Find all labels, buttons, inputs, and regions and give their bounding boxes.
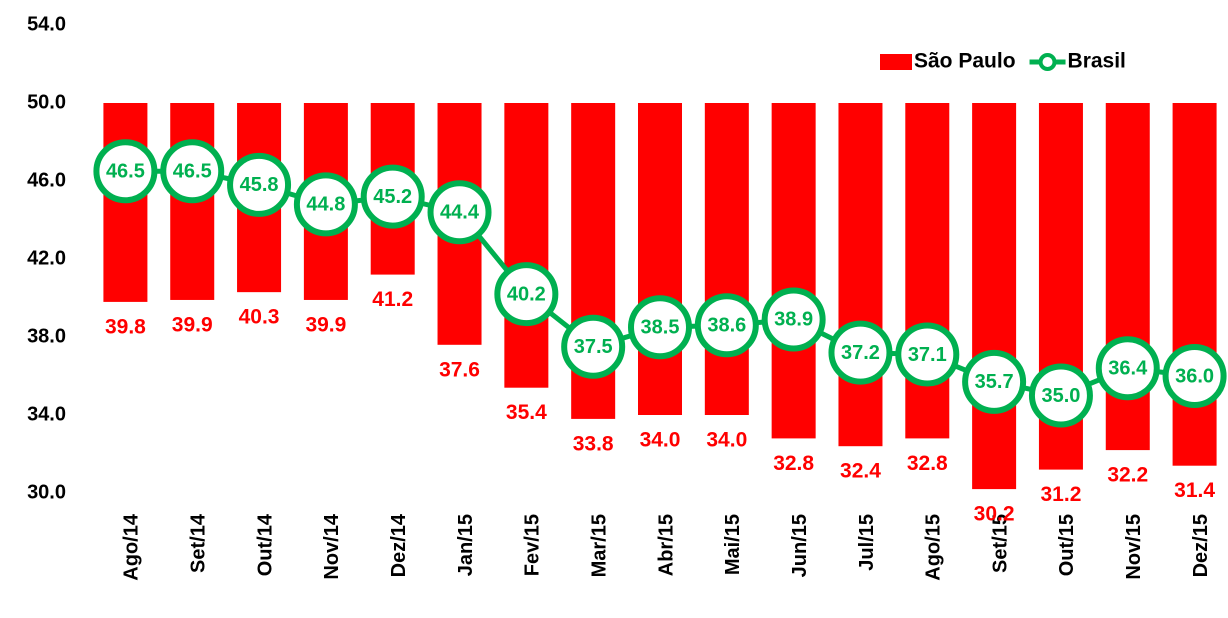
- data-label: 32.8: [773, 452, 814, 475]
- marker: [561, 314, 626, 379]
- data-label: 36.0: [1175, 365, 1214, 387]
- data-label: 34.0: [706, 429, 747, 452]
- y-tick-label: 42.0: [27, 247, 66, 269]
- data-label: 32.8: [907, 452, 948, 475]
- data-label: 45.8: [240, 174, 279, 196]
- marker: [427, 180, 492, 245]
- data-label: 33.8: [573, 432, 614, 455]
- data-label: 46.5: [106, 161, 145, 183]
- x-tick-label: Set/15: [989, 514, 1011, 573]
- data-label: 46.5: [173, 161, 212, 183]
- x-tick-label: Out/15: [1056, 514, 1078, 576]
- data-label: 44.4: [440, 201, 480, 223]
- y-tick-label: 30.0: [27, 481, 66, 503]
- bar: [771, 103, 816, 439]
- data-label: 38.9: [774, 309, 813, 331]
- marker: [160, 139, 225, 204]
- data-label: 37.6: [439, 358, 480, 381]
- data-label: 38.5: [641, 317, 680, 339]
- data-label: 34.0: [640, 429, 681, 452]
- data-label: 35.7: [975, 371, 1014, 393]
- x-tick-label: Mar/15: [588, 514, 610, 577]
- y-tick-label: 54.0: [27, 13, 66, 35]
- marker: [1028, 363, 1093, 428]
- x-tick-label: Jul/15: [856, 514, 878, 571]
- x-tick-label: Jan/15: [455, 514, 477, 576]
- data-label: 36.4: [1108, 357, 1148, 379]
- marker: [694, 293, 759, 358]
- x-tick-label: Dez/14: [388, 513, 410, 577]
- y-tick-label: 38.0: [27, 325, 66, 347]
- data-label: 44.8: [306, 194, 345, 216]
- x-tick-label: Nov/15: [1123, 514, 1145, 580]
- data-label: 40.3: [239, 306, 280, 329]
- data-label: 38.6: [707, 315, 746, 337]
- marker: [761, 287, 826, 352]
- marker: [828, 320, 893, 385]
- bar: [704, 103, 749, 415]
- data-label: 35.0: [1041, 385, 1080, 407]
- x-tick-label: Set/14: [188, 513, 210, 573]
- marker: [293, 172, 358, 237]
- x-tick-label: Mai/15: [722, 514, 744, 575]
- legend-swatch: [1038, 53, 1057, 71]
- data-label: 31.4: [1174, 479, 1215, 502]
- legend-label: São Paulo: [914, 50, 1016, 73]
- data-label: 32.4: [840, 460, 881, 483]
- legend-swatch: [880, 54, 912, 70]
- data-label: 39.8: [105, 315, 146, 338]
- marker: [1162, 344, 1227, 408]
- marker: [628, 295, 692, 360]
- bar: [1172, 103, 1217, 466]
- marker: [895, 322, 960, 387]
- x-tick-label: Ago/14: [121, 513, 143, 581]
- data-label: 30.2: [974, 503, 1015, 526]
- data-label: 40.2: [507, 283, 546, 305]
- x-tick-label: Dez/15: [1190, 514, 1212, 577]
- marker: [360, 164, 425, 229]
- bar: [905, 103, 950, 439]
- legend-label: Brasil: [1068, 50, 1126, 73]
- x-tick-label: Fev/15: [522, 514, 544, 576]
- bar: [838, 103, 883, 447]
- data-label: 39.9: [172, 313, 213, 336]
- data-label: 37.5: [574, 336, 613, 358]
- x-tick-label: Abr/15: [655, 514, 677, 576]
- bar: [972, 103, 1017, 490]
- data-label: 37.2: [841, 342, 880, 364]
- y-tick-label: 46.0: [27, 169, 66, 191]
- y-tick-label: 50.0: [27, 91, 66, 113]
- marker: [227, 152, 292, 217]
- marker: [93, 139, 158, 204]
- data-label: 37.1: [908, 344, 947, 366]
- y-tick-label: 34.0: [27, 403, 66, 425]
- bar: [504, 103, 549, 388]
- data-label: 35.4: [506, 401, 547, 424]
- x-tick-label: Ago/15: [923, 514, 945, 581]
- marker: [494, 262, 559, 327]
- data-label: 31.2: [1041, 483, 1082, 506]
- data-label: 39.9: [305, 313, 346, 336]
- data-label: 45.2: [373, 186, 412, 208]
- data-label: 41.2: [372, 288, 413, 311]
- data-label: 32.2: [1107, 464, 1148, 487]
- x-tick-label: Nov/14: [321, 513, 343, 579]
- x-tick-label: Out/14: [254, 513, 276, 576]
- bar: [638, 103, 682, 415]
- marker: [962, 349, 1027, 414]
- marker: [1095, 336, 1160, 401]
- x-tick-label: Jun/15: [789, 514, 811, 577]
